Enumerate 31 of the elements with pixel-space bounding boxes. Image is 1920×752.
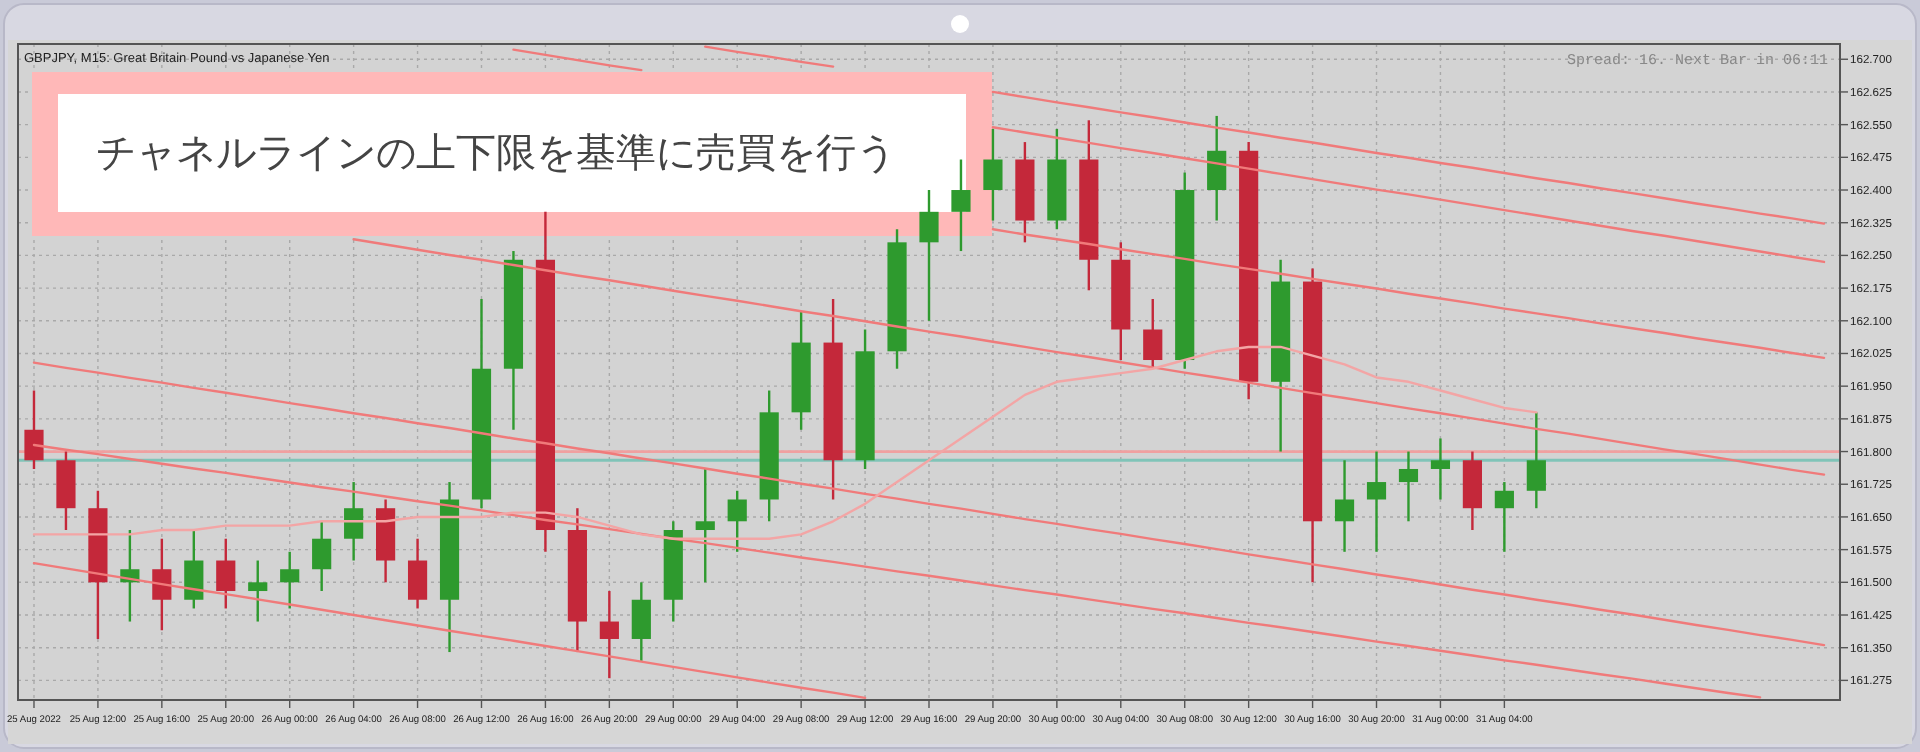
candlestick bbox=[56, 450, 76, 532]
candlestick bbox=[695, 467, 715, 584]
candlestick bbox=[1526, 411, 1546, 510]
candlestick bbox=[344, 480, 364, 562]
candlestick bbox=[216, 537, 236, 610]
candlestick bbox=[599, 589, 619, 680]
candlestick bbox=[1430, 437, 1451, 501]
candlestick bbox=[248, 559, 268, 623]
candlestick bbox=[312, 520, 332, 593]
candlestick bbox=[951, 158, 971, 253]
candlestick bbox=[184, 528, 204, 610]
line-series bbox=[32, 361, 1826, 647]
candlestick bbox=[631, 581, 651, 662]
annotation: チャネルラインの上下限を基準に売買を行う bbox=[96, 128, 896, 176]
candlestick bbox=[407, 537, 428, 610]
candlestick bbox=[280, 550, 300, 610]
line-series bbox=[32, 561, 867, 700]
candlestick bbox=[24, 389, 44, 471]
candlestick bbox=[1334, 459, 1355, 553]
candlestick bbox=[919, 188, 939, 322]
candlestick bbox=[152, 537, 172, 632]
candlestick bbox=[1494, 480, 1514, 553]
candlestick bbox=[1462, 450, 1482, 532]
candlestick bbox=[983, 127, 1003, 222]
line-series bbox=[991, 228, 1826, 360]
line-series bbox=[352, 238, 1826, 476]
candlestick bbox=[1143, 297, 1163, 370]
candlestick bbox=[1366, 450, 1387, 553]
candlestick bbox=[727, 489, 747, 553]
candlestick bbox=[1398, 450, 1419, 523]
candlestick bbox=[1207, 114, 1227, 222]
